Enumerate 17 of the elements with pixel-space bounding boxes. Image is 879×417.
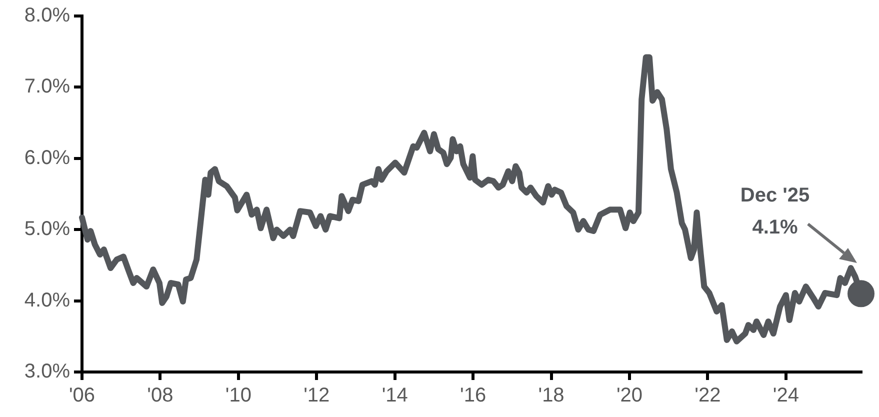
x-tick-label: '22 [694, 384, 721, 407]
y-tick-label: 8.0% [24, 4, 70, 27]
x-tick-label: '06 [68, 384, 96, 407]
x-tick-label: '24 [772, 384, 799, 407]
x-tick-label: '08 [147, 384, 174, 407]
y-tick-label: 3.0% [24, 360, 70, 383]
x-tick-label: '10 [225, 384, 252, 407]
y-tick-label: 6.0% [24, 146, 70, 169]
annotation: Dec '25 4.1% [740, 184, 810, 239]
x-tick-label: '18 [538, 384, 564, 407]
y-tick-label: 5.0% [24, 218, 70, 240]
y-tick-label: 7.0% [24, 76, 70, 98]
x-tick-label: '16 [460, 384, 486, 407]
x-tick-label: '14 [382, 384, 408, 407]
x-tick-label: '20 [616, 384, 643, 407]
y-tick-label: 4.0% [24, 289, 70, 312]
x-tick-label: '12 [304, 384, 330, 407]
